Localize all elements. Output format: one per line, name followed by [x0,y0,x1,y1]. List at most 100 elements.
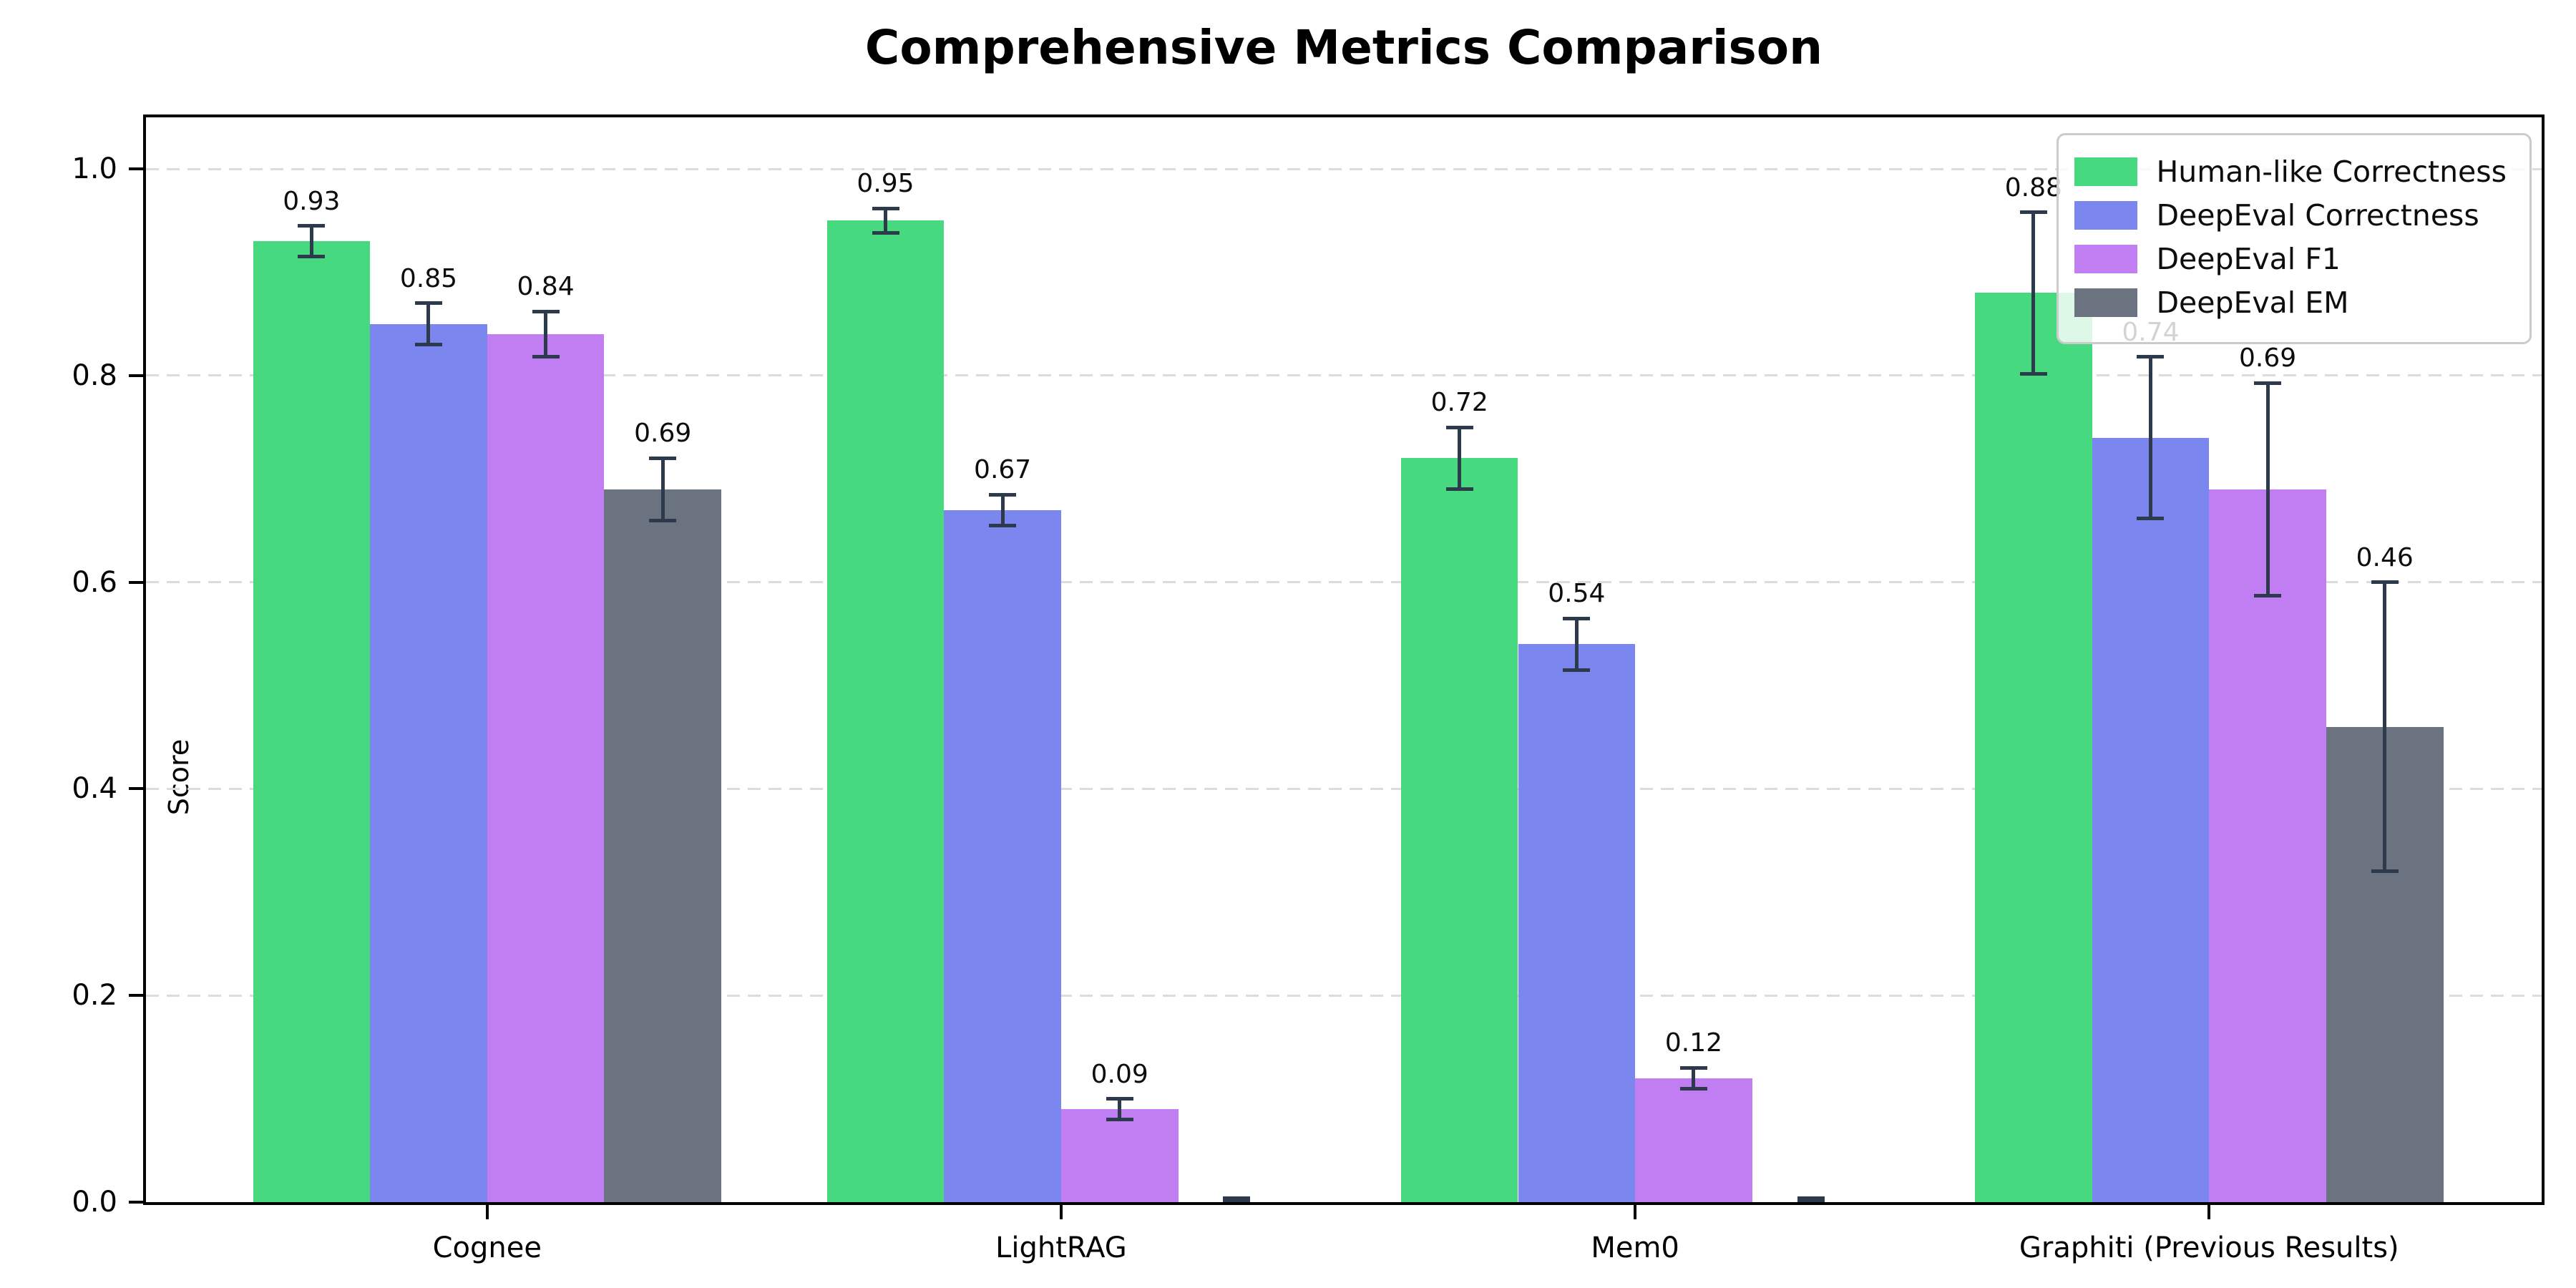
error-bar-stem [2148,356,2152,519]
error-bar-cap [2371,580,2399,585]
error-bar-stem [1458,427,1462,489]
y-tick-label: 0.2 [72,979,117,1013]
plot-area: Score Human-like Correctness DeepEval Cor… [72,114,2545,1264]
bar-value-label: 0.46 [2356,542,2414,572]
x-tick-label-graphiti: Graphiti (Previous Results) [2019,1231,2399,1264]
error-bar-cap [414,343,442,347]
error-bar-stem [1574,618,1579,670]
y-tick-mark [129,167,143,171]
error-bar-cap [989,492,1017,497]
x-tick-label-cognee: Cognee [432,1231,542,1264]
bar [1060,1109,1179,1202]
error-bar-cap [1106,1118,1133,1121]
bar-value-label: 0.93 [283,186,341,216]
error-bar-cap [532,355,560,359]
bar-value-label: 0.95 [857,169,914,199]
error-bar-stem [1000,494,1005,526]
error-bar-cap [1223,1199,1251,1202]
error-bar-cap [872,231,899,235]
y-tick-label: 0.8 [72,358,117,392]
x-tick-label-lightrag: LightRAG [995,1231,1127,1264]
error-bar-cap [2019,371,2047,376]
error-bar-cap [532,309,560,313]
gridline [146,787,2542,790]
error-bar-cap [2137,516,2165,520]
y-tick-mark [129,994,143,997]
bar [1400,458,1518,1202]
bar-value-label: 0.12 [1664,1028,1722,1058]
legend-swatch [2074,245,2138,273]
error-bar-stem [1118,1098,1122,1120]
bar [944,509,1061,1202]
y-tick-label: 0.6 [72,565,117,599]
error-bar-stem [1692,1068,1696,1089]
error-bar-cap [989,523,1017,527]
error-bar-cap [1223,1196,1251,1200]
bar-value-label: 0.84 [517,272,575,302]
y-tick-label: 0.0 [72,1186,117,1219]
error-bar-cap [1563,668,1591,672]
x-tick-mark [485,1205,489,1219]
bar [370,323,487,1202]
chart-title: Comprehensive Metrics Comparison [864,20,1823,75]
error-bar-cap [298,255,326,259]
gridline [146,374,2542,377]
error-bar-cap [414,301,442,306]
y-tick-mark [129,374,143,377]
error-bar-cap [1679,1065,1707,1070]
error-bar-cap [1797,1199,1825,1202]
bar-value-label: 0.88 [2004,172,2062,203]
gridline [146,581,2542,584]
error-bar-stem [2265,383,2270,596]
error-bar-cap [1797,1196,1825,1200]
legend-swatch [2074,201,2138,230]
y-tick-mark [129,1201,143,1204]
legend-label: Human-like Correctness [2156,155,2507,189]
error-bar-cap [1679,1086,1707,1091]
x-tick-mark [1059,1205,1063,1219]
error-bar-cap [2254,593,2282,597]
legend-label: DeepEval F1 [2156,242,2341,276]
bar [1635,1078,1752,1202]
error-bar-cap [1445,425,1473,429]
x-tick-label-mem0: Mem0 [1591,1231,1679,1264]
error-bar-cap [1563,616,1591,620]
bar [2092,437,2210,1202]
error-bar-cap [2019,210,2047,215]
bar-value-label: 0.72 [1430,388,1488,418]
gridline [146,994,2542,997]
bar [826,220,945,1202]
bar-value-label: 0.09 [1091,1059,1148,1089]
legend-item: DeepEval Correctness [2074,198,2507,233]
error-bar-stem [426,303,431,345]
bar [487,334,605,1202]
y-tick-mark [129,580,143,584]
error-bar-cap [2371,869,2399,874]
error-bar-cap [2254,381,2282,385]
gridline [146,167,2542,170]
error-bar-stem [2383,582,2387,872]
bar [604,489,721,1202]
bar-value-label: 0.69 [2239,343,2297,374]
legend: Human-like Correctness DeepEval Correctne… [2057,133,2532,344]
y-axis-title: Score [163,738,195,816]
error-bar-cap [872,206,899,210]
error-bar-cap [649,518,677,522]
error-bar-cap [1445,487,1473,492]
legend-item: DeepEval F1 [2074,242,2507,276]
bar [2209,489,2326,1202]
y-tick-mark [129,787,143,791]
legend-item: DeepEval EM [2074,286,2507,320]
legend-label: DeepEval Correctness [2156,198,2479,233]
error-bar-cap [2137,355,2165,359]
error-bar-stem [660,458,665,521]
error-bar-stem [544,311,548,357]
bar [253,241,371,1202]
bar-value-label: 0.67 [974,455,1032,484]
error-bar-cap [649,456,677,460]
error-bar-cap [1106,1097,1133,1101]
bar-value-label: 0.69 [634,419,692,449]
bar-value-label: 0.85 [399,263,458,293]
y-tick-label: 0.4 [72,772,117,806]
